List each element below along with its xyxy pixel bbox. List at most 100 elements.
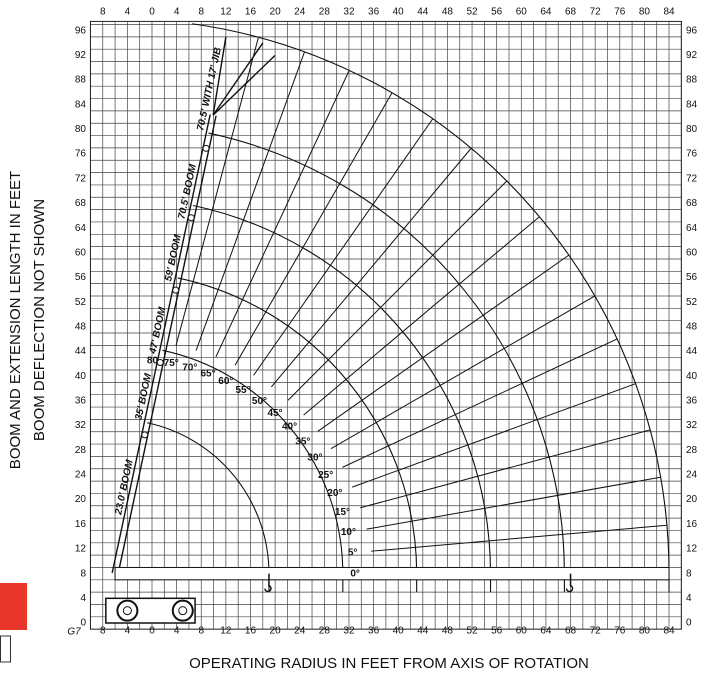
y-tick-label: 12 (75, 544, 87, 555)
y-tick-label: 68 (686, 198, 698, 209)
y-tick-label: 32 (75, 420, 87, 431)
boom-section (156, 358, 164, 366)
angle-label: 65° (201, 368, 216, 379)
x-tick-label: 40 (393, 626, 405, 637)
angle-line (215, 70, 350, 358)
x-tick-label: 72 (590, 7, 602, 18)
range-arc (193, 204, 492, 574)
red-tab (0, 583, 27, 630)
angle-line (342, 338, 618, 468)
x-tick-label: 60 (516, 7, 528, 18)
x-tick-label: 56 (491, 626, 503, 637)
y-tick-label: 56 (686, 272, 698, 283)
x-tick-label: 8 (100, 7, 106, 18)
x-tick-label: 72 (590, 626, 602, 637)
angle-line (366, 476, 661, 530)
x-tick-label: 4 (125, 7, 131, 18)
x-tick-label: 16 (245, 626, 257, 637)
y-tick-label: 0 (80, 618, 86, 629)
boom-label: 47' BOOM (147, 305, 168, 355)
crane (105, 36, 670, 624)
x-tick-label: 52 (466, 7, 478, 18)
y-tick-label: 88 (686, 75, 698, 86)
x-tick-label: 80 (639, 7, 651, 18)
angle-label: 35° (295, 436, 310, 447)
angle-label: 80 (147, 356, 159, 367)
y-tick-label: 8 (80, 568, 86, 579)
x-tick-label: 56 (491, 7, 503, 18)
angle-label: 15° (335, 507, 350, 518)
corner-label: G7 (67, 627, 81, 638)
boom-chord (117, 115, 217, 575)
angle-label: 10° (341, 527, 356, 538)
x-tick-label: 48 (442, 7, 454, 18)
x-tick-label: 64 (540, 626, 552, 637)
x-tick-label: 76 (614, 626, 626, 637)
angle-label: 30° (307, 453, 322, 464)
x-tick-label: 24 (294, 626, 306, 637)
angle-line (234, 92, 393, 366)
range-arc (162, 349, 344, 574)
y-tick-label: 24 (75, 470, 87, 481)
y-tick-label: 52 (686, 297, 698, 308)
angle-line (352, 383, 636, 488)
carrier-deck (114, 566, 670, 581)
x-tick-label: 12 (220, 626, 232, 637)
grid (89, 20, 682, 630)
angle-line (253, 118, 434, 376)
y-tick-label: 60 (75, 247, 87, 258)
y-tick-label: 56 (75, 272, 87, 283)
y-tick-label: 36 (75, 396, 87, 407)
angle-line (175, 37, 259, 346)
boom-section (202, 144, 210, 152)
y-tick-label: 8 (686, 568, 692, 579)
x-tick-label: 68 (565, 7, 577, 18)
angle-label: 45° (267, 408, 282, 419)
y-tick-label: 32 (686, 420, 698, 431)
y-tick-label: 44 (75, 346, 87, 357)
angle-label: 70° (182, 362, 197, 373)
y-tick-label: 16 (686, 519, 698, 530)
grid-border (89, 20, 682, 630)
y-axis-title: BOOM DEFLECTION NOT SHOWN (31, 199, 48, 441)
jib (212, 42, 264, 116)
arcs (146, 23, 670, 593)
boom-label: 35' BOOM (133, 372, 154, 421)
y-tick-label: 84 (686, 99, 698, 110)
x-tick-label: 4 (174, 7, 180, 18)
range-arc (146, 422, 270, 574)
x-tick-label: 60 (516, 626, 528, 637)
x-tick-label: 80 (639, 626, 651, 637)
x-tick-label: 20 (270, 626, 282, 637)
jib (212, 36, 227, 116)
x-tick-label: 24 (294, 7, 306, 18)
y-tick-label: 96 (75, 25, 87, 36)
x-tick-label: 44 (417, 7, 429, 18)
y-axis-title: BOOM AND EXTENSION LENGTH IN FEET (7, 171, 24, 469)
corner-box (0, 635, 11, 663)
y-tick-label: 16 (75, 519, 87, 530)
y-tick-label: 64 (686, 223, 698, 234)
angle-line (303, 216, 540, 416)
x-tick-label: 44 (417, 626, 429, 637)
labels: 8844004488121216162020242428283232363640… (7, 7, 698, 672)
y-tick-label: 4 (686, 593, 692, 604)
x-tick-label: 64 (540, 7, 552, 18)
x-tick-label: 28 (319, 626, 331, 637)
y-tick-label: 72 (686, 173, 698, 184)
angle-label: 40° (282, 422, 297, 433)
angle-line (330, 295, 596, 450)
y-tick-label: 40 (686, 371, 698, 382)
angle-label: 60° (218, 376, 233, 387)
y-tick-label: 36 (686, 396, 698, 407)
y-tick-label: 96 (686, 25, 698, 36)
y-tick-label: 40 (75, 371, 87, 382)
x-tick-label: 52 (466, 626, 478, 637)
x-tick-label: 32 (343, 7, 355, 18)
y-tick-label: 20 (686, 494, 698, 505)
angle-label: 0° (350, 568, 360, 579)
x-tick-label: 8 (198, 626, 204, 637)
x-tick-label: 8 (100, 626, 106, 637)
x-tick-label: 84 (663, 626, 675, 637)
